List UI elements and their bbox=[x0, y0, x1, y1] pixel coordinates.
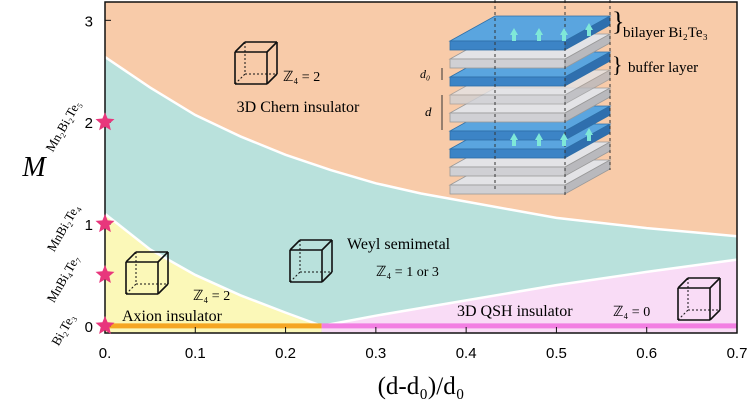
region-label: Weyl semimetal bbox=[347, 236, 451, 253]
y-tick-label: 0 bbox=[85, 319, 93, 336]
brace: } bbox=[612, 7, 624, 36]
inset: } } bbox=[441, 0, 624, 195]
y-tick-label: 1 bbox=[85, 217, 93, 234]
material-label: Bi₂Te₃ bbox=[48, 311, 78, 348]
z4-label: ℤ₄ = 2 bbox=[193, 289, 230, 304]
inset-label: d bbox=[425, 104, 432, 119]
material-star bbox=[95, 112, 115, 131]
region-label: 3D Chern insulator bbox=[237, 99, 360, 116]
material-star bbox=[95, 315, 115, 334]
brace: } bbox=[612, 52, 623, 77]
plot-area bbox=[104, 2, 738, 333]
y-axis-label: M bbox=[21, 152, 47, 183]
x-tick-label: 0.2 bbox=[275, 345, 296, 362]
x-tick-label: 0. bbox=[99, 345, 112, 362]
x-tick-label: 0.7 bbox=[727, 345, 748, 362]
region-axion bbox=[105, 213, 322, 333]
x-tick-label: 0.3 bbox=[365, 345, 386, 362]
region-label: 3D QSH insulator bbox=[457, 303, 573, 320]
x-tick-label: 0.5 bbox=[546, 345, 567, 362]
inset-label: bilayer Bi₂Te₃ bbox=[623, 25, 708, 41]
phase-boundary bbox=[104, 55, 738, 238]
material-label: Mn₂Bi₂Te₅ bbox=[42, 98, 83, 155]
cube-icon bbox=[289, 239, 333, 283]
plot-frame bbox=[104, 1, 738, 334]
x-tick-label: 0.6 bbox=[636, 345, 657, 362]
material-star bbox=[95, 214, 115, 233]
region-label: Axion insulator bbox=[122, 308, 223, 325]
cube-icon bbox=[125, 251, 169, 295]
z4-label: ℤ₄ = 1 or 3 bbox=[376, 265, 439, 280]
inset-label: buffer layer bbox=[628, 60, 698, 76]
inset-label: d₀ bbox=[420, 67, 430, 81]
z4-label: ℤ₄ = 2 bbox=[283, 70, 320, 85]
phase-boundary bbox=[104, 212, 323, 328]
material-star bbox=[95, 264, 115, 283]
phase-boundary bbox=[321, 258, 738, 328]
x-tick-label: 0.1 bbox=[185, 345, 206, 362]
z4-label: ℤ₄ = 0 bbox=[613, 305, 650, 320]
cube-icon bbox=[234, 41, 278, 85]
x-axis-label: (d-d₀)/d₀ bbox=[378, 373, 465, 400]
y-tick-label: 2 bbox=[85, 115, 93, 132]
cube-icon bbox=[677, 277, 721, 321]
material-label: MnBi₄Te₇ bbox=[44, 252, 83, 305]
x-tick-label: 0.4 bbox=[456, 345, 477, 362]
region-qsh bbox=[321, 259, 737, 333]
material-label: MnBi₂Te₄ bbox=[44, 201, 83, 254]
y-tick-label: 3 bbox=[85, 13, 93, 30]
